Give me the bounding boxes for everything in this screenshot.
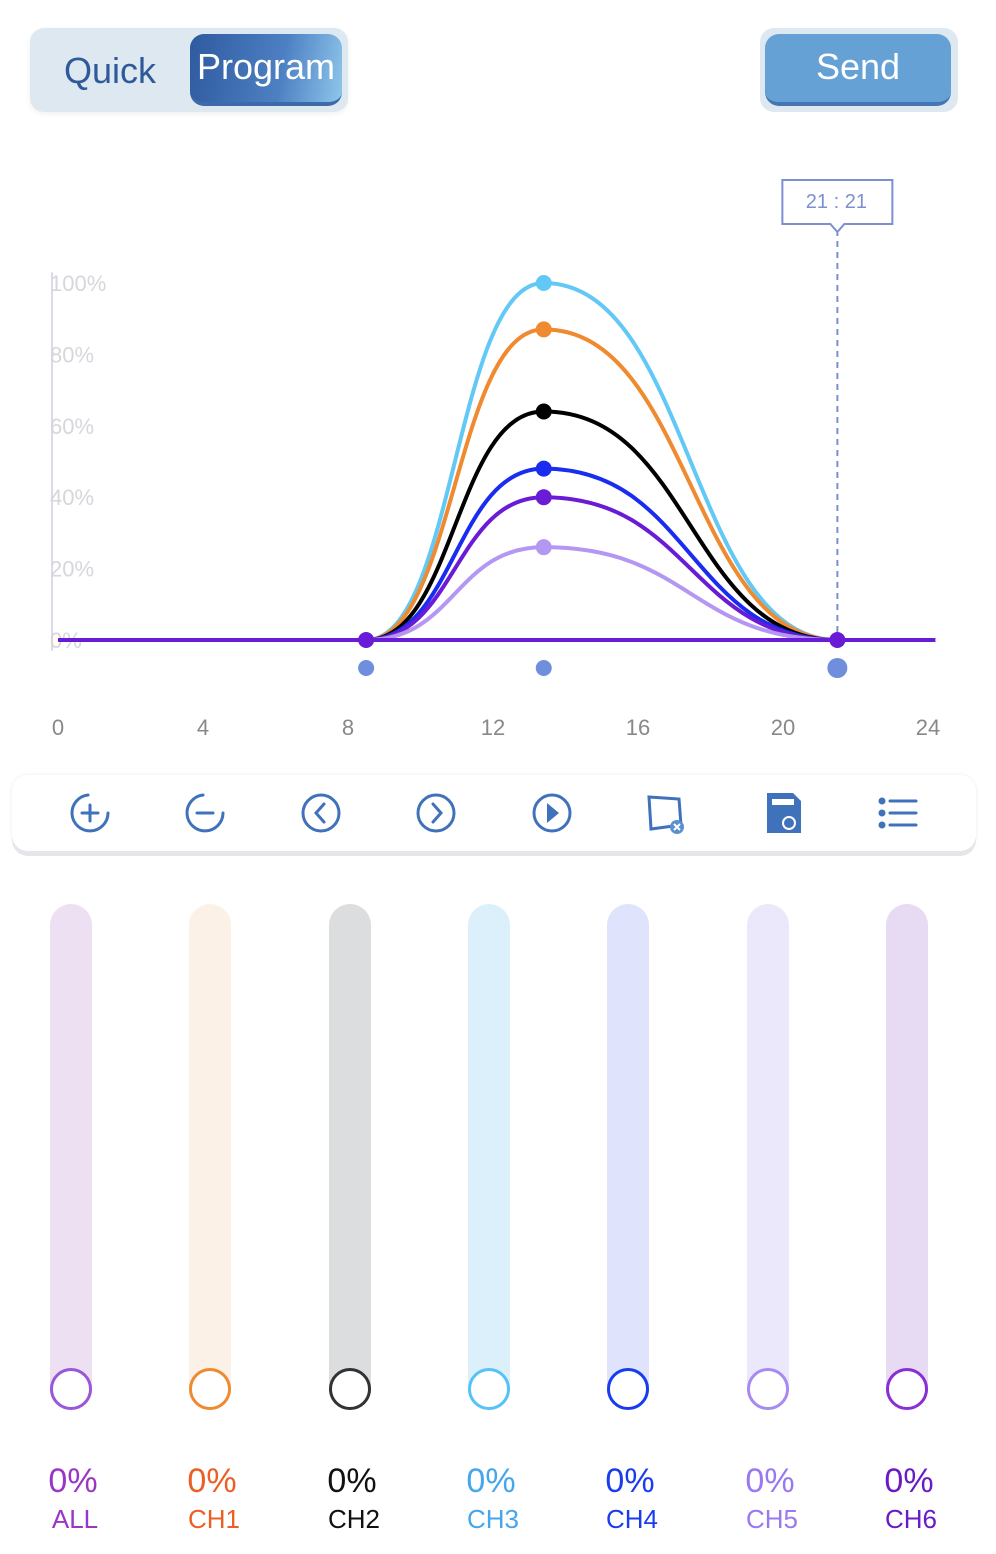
series-line-ch1 [58, 327, 936, 642]
y-tick-label: 80% [50, 342, 94, 367]
peak-point-ch6 [535, 489, 552, 506]
channel-value: 0% [327, 1462, 377, 1500]
y-tick-label: 60% [50, 414, 94, 439]
series-line-ch3 [58, 280, 936, 642]
slider-knob[interactable] [468, 1368, 510, 1410]
peak-point-ch5 [535, 539, 552, 556]
slider-knob[interactable] [747, 1368, 789, 1410]
slider-knob[interactable] [607, 1368, 649, 1410]
peak-point-ch1 [535, 321, 552, 338]
series-line-ch4 [58, 466, 936, 642]
x-tick-label: 4 [197, 715, 209, 740]
send-button[interactable]: Send [765, 34, 951, 106]
control-point [358, 632, 375, 648]
list-icon[interactable] [873, 788, 923, 838]
channel-value: 0% [745, 1462, 795, 1500]
quick-tab[interactable]: Quick [64, 50, 157, 91]
series-line-ch6 [58, 495, 936, 642]
y-tick-label: 40% [50, 485, 94, 510]
channel-slider[interactable] [886, 904, 928, 1410]
control-point [829, 632, 846, 648]
channel-slider[interactable] [607, 904, 649, 1410]
next-icon[interactable] [411, 788, 461, 838]
series-line-ch2 [58, 409, 936, 642]
peak-point-ch3 [535, 275, 552, 291]
x-tick-label: 24 [916, 715, 940, 740]
series-line-ch5 [58, 545, 936, 642]
channel-label: CH6 [884, 1504, 937, 1534]
send-button-frame: Send [760, 28, 958, 112]
channel-value: 0% [187, 1462, 237, 1500]
y-tick-label: 20% [50, 557, 94, 582]
channel-slider[interactable] [468, 904, 510, 1410]
channel-label: CH2 [327, 1504, 380, 1534]
slider-knob[interactable] [329, 1368, 371, 1410]
x-tick-label: 0 [52, 715, 64, 740]
channel-slider[interactable] [50, 904, 92, 1410]
channel-label: ALL [51, 1504, 99, 1534]
y-tick-label: 100% [50, 271, 106, 296]
save-icon[interactable] [758, 788, 808, 838]
add-point-icon[interactable] [65, 788, 115, 838]
channel-slider[interactable] [189, 904, 231, 1410]
toolbar [12, 775, 976, 851]
cursor-time-label: 21 : 21 [806, 191, 867, 213]
channel-value: 0% [605, 1462, 655, 1500]
channel-value: 0% [884, 1462, 934, 1500]
channel-value: 0% [466, 1462, 516, 1500]
x-tick-label: 12 [481, 715, 505, 740]
clear-icon[interactable] [642, 788, 692, 838]
channel-label: CH4 [605, 1504, 658, 1534]
channel-label: CH1 [187, 1504, 240, 1534]
remove-point-icon[interactable] [180, 788, 230, 838]
previous-icon[interactable] [296, 788, 346, 838]
slider-knob[interactable] [886, 1368, 928, 1410]
play-icon[interactable] [527, 788, 577, 838]
time-handle[interactable] [535, 660, 552, 676]
channel-slider[interactable] [747, 904, 789, 1410]
x-tick-label: 16 [626, 715, 650, 740]
cursor-tooltip [781, 179, 894, 234]
x-tick-label: 8 [342, 715, 354, 740]
channel-slider[interactable] [329, 904, 371, 1410]
x-tick-label: 20 [771, 715, 795, 740]
channel-value: 0% [48, 1462, 98, 1500]
channel-label: CH5 [745, 1504, 798, 1534]
peak-point-ch4 [535, 460, 552, 477]
program-tab[interactable]: Program [190, 34, 342, 106]
slider-knob[interactable] [189, 1368, 231, 1410]
time-handle[interactable] [827, 658, 848, 678]
time-handle[interactable] [358, 660, 375, 676]
channel-label: CH3 [466, 1504, 519, 1534]
peak-point-ch2 [535, 403, 552, 420]
slider-knob[interactable] [50, 1368, 92, 1410]
mode-toggle: Quick Program [30, 28, 348, 112]
